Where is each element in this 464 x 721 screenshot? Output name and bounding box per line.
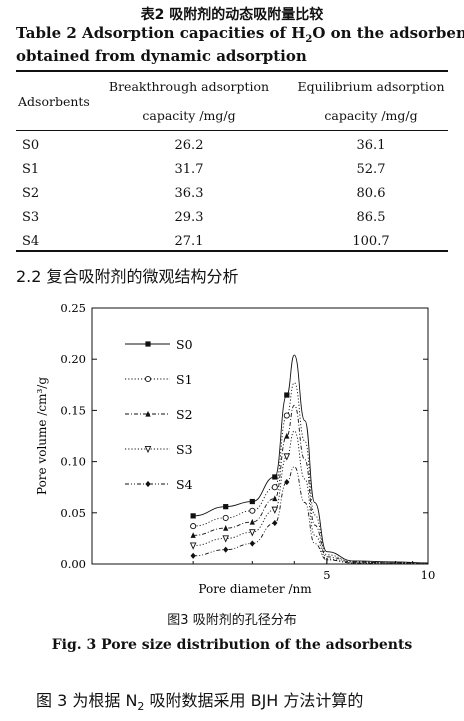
table-caption-en-subscript: 2 <box>305 34 313 45</box>
cell-name: S0 <box>22 138 40 153</box>
legend-item-S0: S0 <box>125 337 193 352</box>
legend-label: S4 <box>176 477 193 492</box>
body-text-subscript: 2 <box>137 700 145 714</box>
series-S1 <box>190 382 428 564</box>
table-top-rule <box>16 70 448 72</box>
legend-label: S3 <box>176 442 193 457</box>
cell-equilibrium: 36.1 <box>356 138 386 153</box>
plot-frame <box>91 307 429 565</box>
legend: S0 S1 S2 S3 S4 <box>125 337 193 492</box>
marker-circle <box>271 484 278 491</box>
body-text: 图 3 为根据 N2 吸附数据采用 BJH 方法计算的 <box>36 687 363 713</box>
cell-equilibrium: 80.6 <box>356 186 386 201</box>
series-line <box>193 430 429 565</box>
table-caption-en: Table 2 Adsorption capacities of H2O on … <box>16 24 464 45</box>
series-S2 <box>190 404 428 564</box>
marker-square <box>190 513 196 519</box>
y-axis: 0.00 0.05 0.10 0.15 0.20 0.25 <box>60 301 428 571</box>
marker-triangle <box>190 532 196 538</box>
cell-equilibrium: 100.7 <box>352 234 390 249</box>
marker-triangle <box>223 525 229 531</box>
table-caption-en-part2: O on the adsorbents <box>312 24 464 42</box>
legend-item-S2: S2 <box>125 407 193 422</box>
y-tick-label: 0.10 <box>60 455 86 469</box>
marker-triangle-down <box>222 535 230 543</box>
marker-circle <box>144 375 152 383</box>
series-line <box>193 354 429 564</box>
marker-circle <box>222 514 229 521</box>
body-text-part1: 图 3 为根据 N <box>36 691 138 710</box>
marker-diamond <box>190 552 196 559</box>
cell-name: S3 <box>22 210 40 225</box>
marker-square <box>249 498 255 505</box>
header-breakthrough-line1: Breakthrough adsorption <box>108 79 270 94</box>
legend-item-S1: S1 <box>125 372 193 387</box>
y-tick-label: 0.15 <box>60 403 86 417</box>
y-tick-label: 0.25 <box>60 301 86 315</box>
cell-equilibrium: 86.5 <box>356 210 386 225</box>
table-caption-cn: 表2 吸附剂的动态吸附量比较 <box>140 7 324 23</box>
header-breakthrough-line2: capacity /mg/g <box>142 108 236 123</box>
table-caption-en-part1: Table 2 Adsorption capacities of H <box>16 24 306 42</box>
pore-size-chart: 0.00 0.05 0.10 0.15 0.20 0.25 5 10 Pore volume… <box>35 301 436 596</box>
marker-triangle <box>272 495 278 502</box>
header-equilibrium-line1: Equilibrium adsorption <box>297 79 445 94</box>
marker-diamond <box>284 478 290 486</box>
marker-circle <box>190 523 197 530</box>
x-axis-label: Pore diameter /nm <box>198 582 312 596</box>
x-tick-label: 10 <box>421 568 436 582</box>
marker-diamond <box>272 519 278 527</box>
figure-caption-cn: 图3 吸附剂的孔径分布 <box>167 613 297 628</box>
x-tick-label: 5 <box>323 568 330 582</box>
marker-triangle-down <box>189 542 197 550</box>
series-group <box>189 354 429 565</box>
legend-item-S3: S3 <box>125 442 193 457</box>
y-tick-label: 0.00 <box>60 557 86 571</box>
marker-square <box>284 392 290 398</box>
legend-label: S0 <box>176 337 193 352</box>
body-text-part2: 吸附数据采用 BJH 方法计算的 <box>144 691 364 710</box>
cell-name: S4 <box>22 234 40 249</box>
y-tick-label: 0.05 <box>60 506 86 520</box>
legend-label: S1 <box>176 372 193 387</box>
marker-triangle-down <box>271 506 279 514</box>
cell-breakthrough: 36.3 <box>174 186 204 201</box>
cell-breakthrough: 27.1 <box>174 234 204 249</box>
cell-name: S1 <box>22 162 40 177</box>
table-bottom-rule <box>16 250 448 252</box>
marker-triangle <box>145 410 151 417</box>
figure-caption-en: Fig. 3 Pore size distribution of the ads… <box>51 637 413 653</box>
legend-item-S4: S4 <box>125 477 193 492</box>
table-caption-en-line2: obtained from dynamic adsorption <box>16 47 307 65</box>
marker-square <box>145 341 151 347</box>
y-axis-label: Pore volume /cm³/g <box>35 377 49 495</box>
table-header-rule <box>16 130 448 131</box>
series-S3 <box>189 430 429 565</box>
y-tick-label: 0.20 <box>60 352 86 366</box>
marker-triangle-down <box>144 445 152 454</box>
marker-square <box>223 504 229 510</box>
marker-circle <box>283 412 290 419</box>
marker-triangle <box>249 518 255 525</box>
cell-breakthrough: 26.2 <box>174 138 204 153</box>
cell-breakthrough: 29.3 <box>174 210 204 225</box>
marker-diamond <box>223 546 229 553</box>
marker-diamond <box>249 540 255 547</box>
section-heading: 2.2 复合吸附剂的微观结构分析 <box>16 267 239 286</box>
marker-triangle <box>284 432 290 439</box>
marker-square <box>272 474 278 480</box>
header-adsorbents: Adsorbents <box>18 94 90 109</box>
x-axis: 5 10 <box>192 558 436 582</box>
header-equilibrium-line2: capacity /mg/g <box>324 108 418 123</box>
cell-equilibrium: 52.7 <box>356 162 386 177</box>
marker-diamond <box>145 480 151 488</box>
marker-triangle-down <box>249 529 256 537</box>
series-line <box>193 466 428 565</box>
marker-triangle-down <box>283 453 291 461</box>
cell-breakthrough: 31.7 <box>174 162 204 177</box>
marker-circle <box>249 507 256 514</box>
cell-name: S2 <box>22 186 40 201</box>
legend-label: S2 <box>176 407 193 422</box>
series-S0 <box>190 354 429 564</box>
